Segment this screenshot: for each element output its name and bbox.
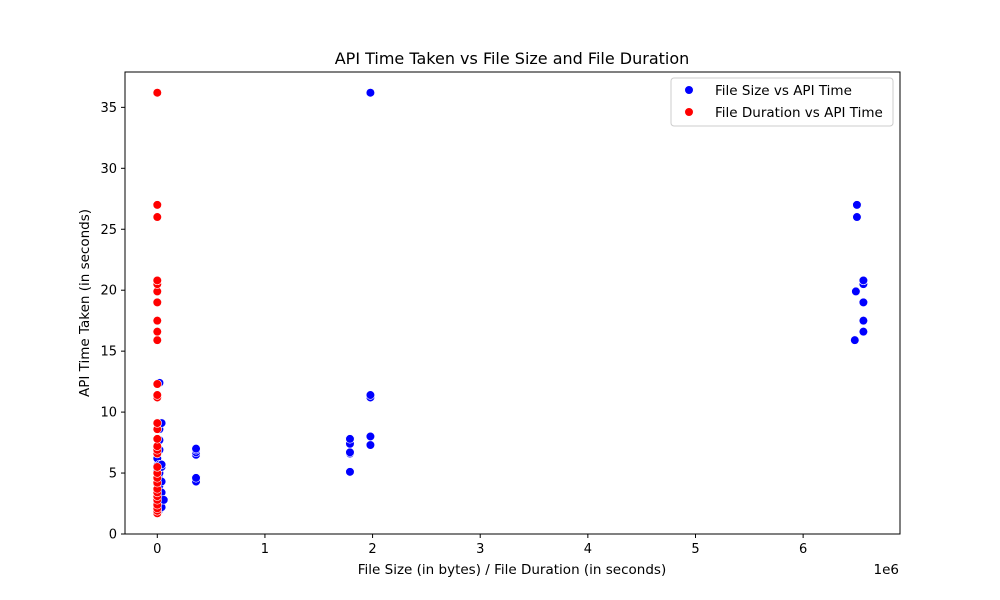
series-1-point-24: [152, 297, 162, 307]
series-0-point-64: [858, 275, 869, 286]
y-tick-label-7: 35: [100, 101, 117, 116]
legend-marker-file-size: [684, 85, 694, 95]
legend-label-file-duration: File Duration vs API Time: [715, 105, 883, 121]
series-0-point-46: [345, 467, 355, 477]
x-tick-label-2: 2: [368, 542, 376, 557]
series-1-point-30: [152, 88, 162, 98]
y-tick-label-3: 15: [100, 345, 117, 360]
series-0-point-54: [365, 390, 376, 400]
legend: File Size vs API Time File Duration vs A…: [670, 77, 894, 127]
series-0-point-60: [858, 327, 869, 337]
y-tick-label-0: 0: [109, 528, 117, 543]
series-1-point-22: [152, 327, 162, 337]
x-axis-offset-label: 1e6: [874, 562, 899, 578]
series-1-point-29: [152, 200, 162, 210]
y-tick-label-5: 25: [100, 223, 117, 238]
series-1-point-17: [152, 418, 162, 428]
series-0-point-52: [365, 431, 376, 442]
x-tick-label-6: 6: [799, 542, 807, 557]
y-axis: 0 5 10 15 20 25 30 35: [100, 101, 125, 543]
chart-title: API Time Taken vs File Size and File Dur…: [335, 49, 690, 68]
x-axis: 0 1 2 3 4 5 6: [153, 534, 807, 557]
series-1-point-11: [152, 462, 162, 472]
series-0-point-58: [852, 212, 862, 222]
series-0-point-57: [851, 286, 861, 297]
plot-frame: [124, 71, 901, 535]
series-1-point-23: [152, 316, 162, 326]
series-0-point-45: [191, 444, 201, 454]
series-0-point-59: [852, 200, 862, 210]
x-axis-label: File Size (in bytes) / File Duration (in…: [358, 562, 666, 578]
series-1-point-28: [152, 212, 162, 222]
legend-box: [670, 77, 894, 127]
series-1-point-15: [152, 434, 162, 444]
series-0-point-56: [850, 335, 860, 345]
series-0-point-61: [858, 316, 869, 326]
y-tick-label-6: 30: [100, 162, 117, 177]
series-1-point-27: [152, 275, 162, 286]
legend-marker-file-duration: [684, 107, 694, 117]
series-0-point-62: [858, 297, 869, 307]
y-tick-label-1: 5: [109, 467, 117, 482]
series-0-point-41: [191, 473, 201, 483]
x-tick-label-0: 0: [153, 542, 161, 557]
series-0-point-48: [345, 447, 355, 457]
series-0-point-51: [365, 440, 376, 450]
x-tick-label-4: 4: [584, 542, 592, 557]
series-0-point-50: [345, 434, 355, 444]
x-tick-label-3: 3: [476, 542, 484, 557]
x-tick-label-5: 5: [691, 542, 699, 557]
y-axis-label: API Time Taken (in seconds): [77, 209, 93, 397]
x-tick-label-1: 1: [261, 542, 269, 557]
legend-label-file-size: File Size vs API Time: [715, 83, 852, 99]
series-0-point-55: [365, 88, 376, 98]
series-1-point-19: [152, 390, 162, 400]
y-tick-label-2: 10: [100, 406, 117, 421]
points-layer: [152, 88, 869, 518]
y-tick-label-4: 20: [100, 284, 117, 299]
series-1-point-21: [152, 335, 162, 345]
series-1-point-20: [152, 379, 162, 389]
